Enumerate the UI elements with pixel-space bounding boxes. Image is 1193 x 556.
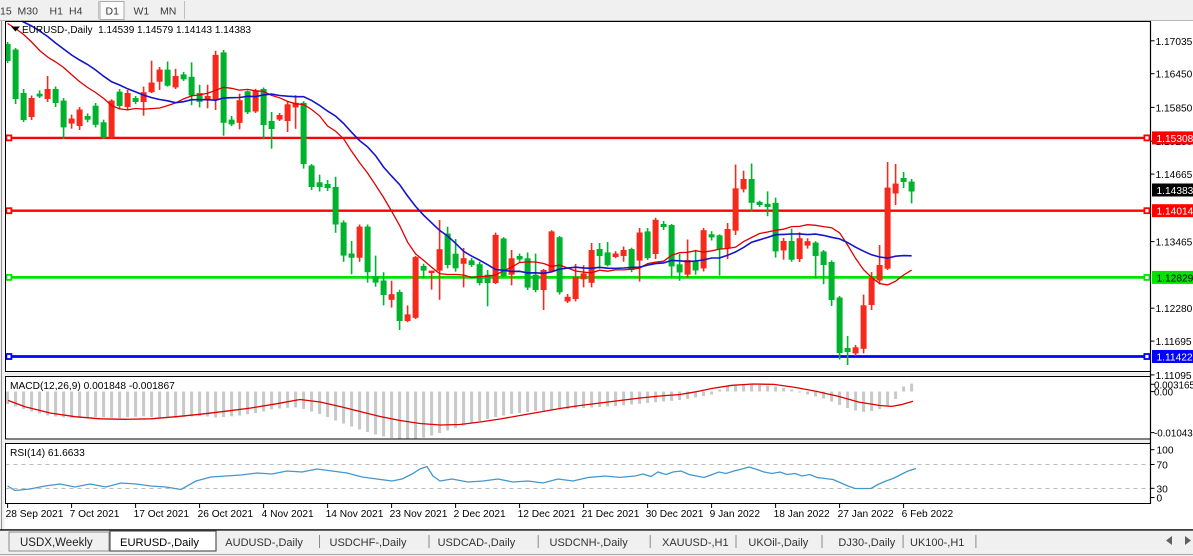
svg-text:1.12280: 1.12280: [1156, 304, 1193, 315]
svg-text:17 Oct 2021: 17 Oct 2021: [134, 509, 190, 520]
svg-text:0: 0: [1157, 494, 1163, 505]
svg-text:USDCNH-,Daily: USDCNH-,Daily: [550, 537, 629, 549]
svg-text:4 Nov 2021: 4 Nov 2021: [262, 509, 314, 520]
svg-text:2 Dec 2021: 2 Dec 2021: [454, 509, 506, 520]
svg-text:1.11095: 1.11095: [1156, 371, 1192, 382]
svg-text:H4: H4: [69, 6, 83, 18]
svg-text:UKOil-,Daily: UKOil-,Daily: [748, 537, 808, 549]
svg-text:30 Dec 2021: 30 Dec 2021: [646, 509, 704, 520]
svg-text:W1: W1: [134, 6, 150, 18]
svg-text:M30: M30: [18, 6, 39, 18]
svg-text:0.003165: 0.003165: [1154, 380, 1193, 391]
svg-text:15: 15: [0, 6, 12, 18]
svg-text:9 Jan 2022: 9 Jan 2022: [710, 509, 761, 520]
svg-text:0.00: 0.00: [1154, 388, 1174, 399]
svg-text:1.14014: 1.14014: [1157, 207, 1193, 218]
svg-text:EURUSD-,Daily 1.14539 1.14579: EURUSD-,Daily 1.14539 1.14579 1.14143 1.…: [22, 25, 251, 36]
svg-text:18 Jan 2022: 18 Jan 2022: [774, 509, 830, 520]
svg-text:DJ30-,Daily: DJ30-,Daily: [838, 537, 895, 549]
svg-text:MN: MN: [160, 6, 176, 18]
svg-text:USDCHF-,Daily: USDCHF-,Daily: [330, 537, 408, 549]
svg-text:6 Feb 2022: 6 Feb 2022: [902, 509, 954, 520]
svg-text:12 Dec 2021: 12 Dec 2021: [518, 509, 576, 520]
svg-text:EURUSD-,Daily: EURUSD-,Daily: [120, 537, 199, 549]
svg-text:1.15850: 1.15850: [1156, 103, 1193, 114]
svg-text:D1: D1: [106, 6, 120, 18]
svg-text:30: 30: [1157, 484, 1169, 495]
svg-text:23 Nov 2021: 23 Nov 2021: [390, 509, 448, 520]
svg-text:1.11695: 1.11695: [1156, 337, 1192, 348]
svg-text:AUDUSD-,Daily: AUDUSD-,Daily: [225, 537, 303, 549]
svg-text:USDX,Weekly: USDX,Weekly: [20, 537, 93, 549]
svg-text:1.15308: 1.15308: [1157, 134, 1193, 145]
svg-text:1.11422: 1.11422: [1157, 353, 1193, 364]
svg-text:1.17035: 1.17035: [1156, 37, 1193, 48]
svg-text:7 Oct 2021: 7 Oct 2021: [70, 509, 120, 520]
svg-text:100: 100: [1157, 446, 1174, 457]
svg-text:1.12829: 1.12829: [1157, 273, 1193, 284]
svg-text:1.16450: 1.16450: [1156, 70, 1193, 81]
svg-text:H1: H1: [50, 6, 64, 18]
svg-text:1.14383: 1.14383: [1157, 186, 1193, 197]
svg-text:21 Dec 2021: 21 Dec 2021: [582, 509, 640, 520]
svg-text:27 Jan 2022: 27 Jan 2022: [838, 509, 894, 520]
svg-text:28 Sep 2021: 28 Sep 2021: [6, 509, 64, 520]
svg-text:26 Oct 2021: 26 Oct 2021: [198, 509, 254, 520]
svg-text:USDCAD-,Daily: USDCAD-,Daily: [438, 537, 516, 549]
svg-text:RSI(14) 61.6633: RSI(14) 61.6633: [10, 448, 85, 459]
svg-text:XAUUSD-,H1: XAUUSD-,H1: [662, 537, 729, 549]
svg-text:1.13465: 1.13465: [1156, 238, 1193, 249]
svg-text:70: 70: [1157, 461, 1169, 472]
svg-text:14 Nov 2021: 14 Nov 2021: [326, 509, 384, 520]
svg-text:UK100-,H1: UK100-,H1: [910, 537, 964, 549]
svg-text:1.14665: 1.14665: [1156, 170, 1193, 181]
svg-text:-0.01043: -0.01043: [1154, 429, 1193, 440]
svg-text:MACD(12,26,9) 0.001848 -0.0018: MACD(12,26,9) 0.001848 -0.001867: [10, 381, 175, 392]
